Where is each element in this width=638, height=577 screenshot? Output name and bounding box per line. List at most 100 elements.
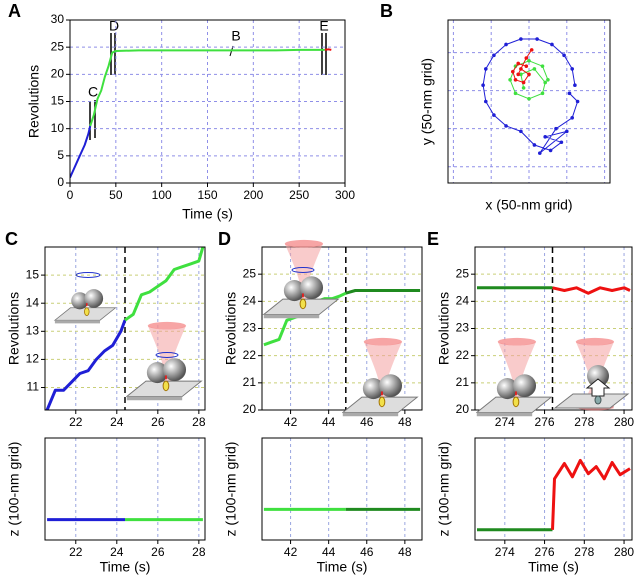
point (527, 58, 531, 63)
y-axis-label: Revolutions (26, 65, 42, 138)
point (543, 80, 547, 85)
point (538, 151, 542, 155)
series-line (70, 125, 92, 179)
point (484, 67, 488, 71)
x-tick-label: 26 (151, 415, 165, 429)
point (519, 67, 523, 71)
point (543, 135, 547, 139)
y-tick-label: 21 (243, 375, 257, 389)
plot-frame (474, 246, 633, 411)
x-tick-label: 0 (67, 188, 74, 202)
x-tick-label: 280 (614, 415, 634, 429)
x-tick-label: 44 (322, 415, 336, 429)
panel-label: B (380, 1, 393, 21)
y-tick-label: 21 (456, 375, 470, 389)
point (546, 77, 550, 82)
x-tick-label: 200 (243, 188, 263, 202)
y-tick-label: 30 (51, 12, 65, 26)
plot-area (45, 247, 205, 410)
point (492, 113, 496, 117)
plot-area (70, 48, 332, 179)
y-tick-label: 11 (27, 380, 40, 394)
series-line (551, 458, 631, 530)
x-tick-label: 48 (398, 545, 412, 559)
annotation: E (319, 18, 328, 34)
x-tick-label: 42 (284, 415, 298, 429)
y-tick-label: 0 (57, 175, 64, 189)
point (548, 148, 553, 153)
x-tick-label: 274 (495, 415, 515, 429)
point (562, 53, 566, 58)
y-tick-label: 20 (243, 402, 257, 416)
x-axis-label: Time (s) (182, 206, 233, 222)
point (516, 61, 520, 66)
x-tick-label: 280 (614, 545, 634, 559)
point (554, 126, 558, 131)
point (532, 143, 537, 147)
x-tick-label: 22 (69, 545, 83, 559)
annotation: B (231, 28, 240, 44)
x-tick-label: 22 (69, 415, 83, 429)
plot-area (477, 458, 631, 532)
y-tick-label: 25 (456, 266, 470, 280)
point (570, 67, 574, 71)
series-line (45, 319, 127, 410)
point (540, 91, 545, 96)
y-axis-label: z (100-nm grid) (223, 442, 239, 537)
x-tick-label: 46 (360, 545, 374, 559)
y-tick-label: 13 (26, 323, 40, 337)
plot-area (477, 286, 631, 295)
point (521, 80, 526, 85)
y-tick-label: 22 (456, 348, 470, 362)
x-tick-label: 300 (335, 188, 355, 202)
x-tick-label: 276 (535, 545, 555, 559)
point (511, 69, 515, 74)
point (524, 56, 529, 60)
point (504, 42, 508, 47)
x-tick-label: 276 (535, 415, 555, 429)
x-tick-label: 26 (151, 545, 165, 559)
x-tick-label: 274 (495, 545, 515, 559)
plot-frame (261, 437, 423, 541)
x-tick-label: 42 (284, 545, 298, 559)
x-tick-label: 150 (197, 188, 217, 202)
x-tick-label: 278 (574, 415, 594, 429)
x-tick-label: 44 (322, 545, 336, 559)
plot-frame (261, 246, 423, 411)
cartoons (53, 239, 630, 418)
point (573, 83, 577, 87)
point (565, 129, 569, 134)
plot-frame (474, 437, 633, 541)
panel-label: C (5, 229, 18, 249)
x-axis-label: Time (s) (528, 559, 579, 575)
annotation: C (88, 84, 98, 100)
x-tick-label: 28 (192, 415, 206, 429)
x-axis-label: Time (s) (317, 559, 368, 575)
point (570, 116, 574, 120)
y-tick-label: 25 (51, 39, 65, 53)
y-axis-label: Revolutions (436, 292, 452, 365)
series-line (345, 289, 421, 295)
y-axis-label: z (100-nm grid) (436, 442, 452, 537)
x-axis-label: Time (s) (100, 559, 151, 575)
panel-label: D (218, 229, 231, 249)
plot-frame (69, 19, 346, 184)
point (567, 91, 572, 96)
y-tick-label: 15 (26, 267, 40, 281)
annotation: D (109, 18, 119, 34)
plot-frame (44, 246, 206, 411)
point (521, 86, 526, 90)
y-tick-label: 24 (456, 294, 470, 308)
plot-frame (447, 19, 611, 184)
point (481, 83, 485, 87)
y-tick-label: 25 (243, 266, 257, 280)
x-tick-label: 50 (109, 188, 123, 202)
x-tick-label: 24 (110, 545, 124, 559)
x-tick-label: 100 (152, 188, 172, 202)
point (519, 72, 523, 77)
point (524, 64, 529, 68)
x-tick-label: 28 (192, 545, 206, 559)
y-tick-label: 24 (243, 294, 257, 308)
y-tick-label: 23 (243, 321, 257, 335)
